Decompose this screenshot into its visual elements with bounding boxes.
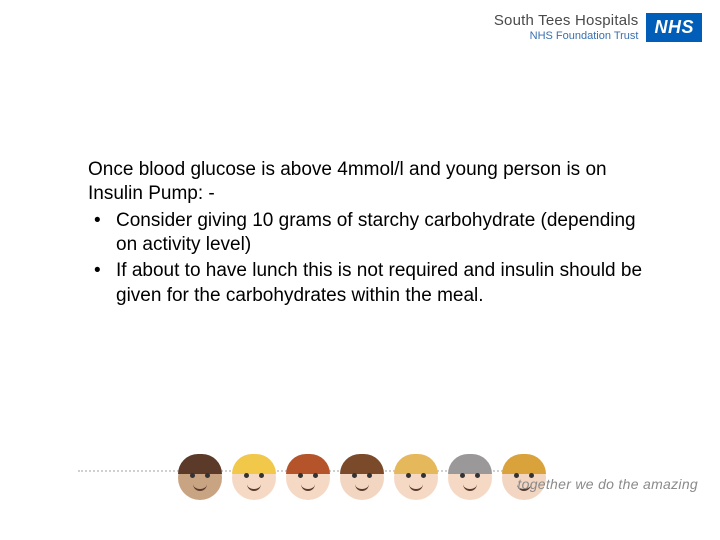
face-icon	[448, 456, 492, 500]
face-icon	[340, 456, 384, 500]
footer: together we do the amazing	[0, 456, 720, 522]
intro-paragraph: Once blood glucose is above 4mmol/l and …	[88, 158, 658, 207]
nhs-logo: NHS	[646, 13, 702, 42]
face-icon	[394, 456, 438, 500]
bullet-list: Consider giving 10 grams of starchy carb…	[88, 209, 658, 308]
bullet-item: If about to have lunch this is not requi…	[88, 259, 658, 308]
slide: South Tees Hospitals NHS Foundation Trus…	[0, 0, 720, 540]
org-subtitle: NHS Foundation Trust	[494, 30, 639, 42]
org-name: South Tees Hospitals	[494, 12, 639, 29]
face-icon	[286, 456, 330, 500]
face-icon	[232, 456, 276, 500]
faces-row	[178, 456, 546, 500]
footer-tagline: together we do the amazing	[517, 476, 698, 492]
face-icon	[178, 456, 222, 500]
bullet-item: Consider giving 10 grams of starchy carb…	[88, 209, 658, 258]
header: South Tees Hospitals NHS Foundation Trus…	[494, 12, 702, 42]
org-text-block: South Tees Hospitals NHS Foundation Trus…	[494, 12, 639, 42]
body-text: Once blood glucose is above 4mmol/l and …	[88, 158, 658, 310]
